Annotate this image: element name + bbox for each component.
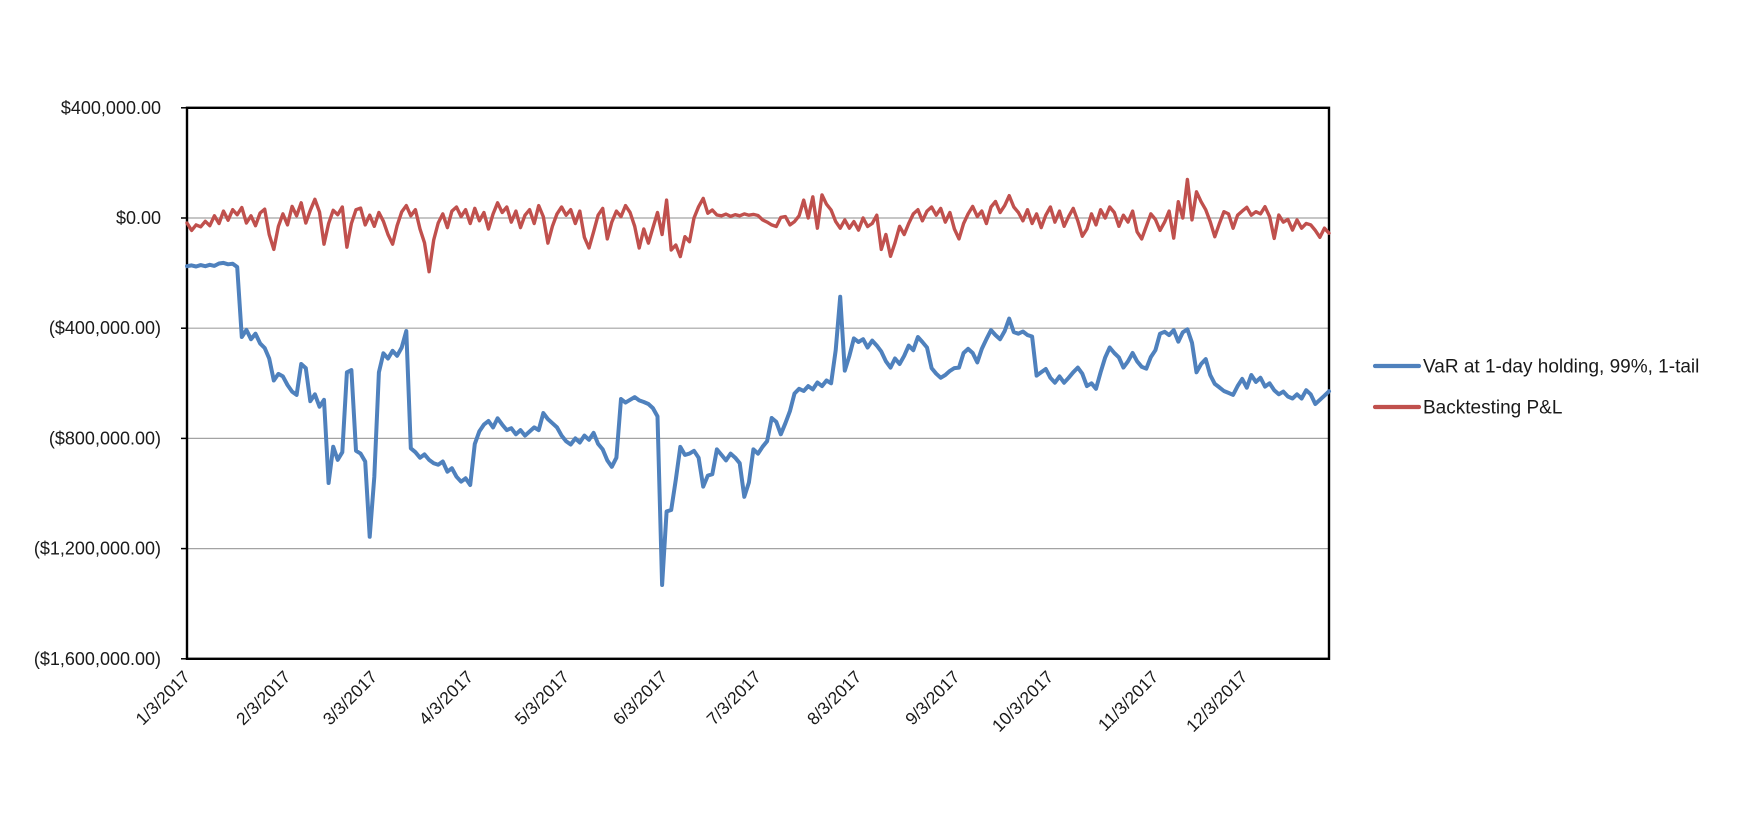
x-axis-label: 10/3/2017 bbox=[988, 667, 1057, 736]
legend-label: Backtesting P&L bbox=[1423, 398, 1562, 419]
x-axis-label: 6/3/2017 bbox=[609, 667, 671, 729]
y-axis-label: $0.00 bbox=[116, 208, 161, 228]
legend-item-var[interactable]: VaR at 1-day holding, 99%, 1-tail bbox=[1372, 357, 1699, 378]
x-axis-label: 12/3/2017 bbox=[1182, 667, 1251, 736]
x-axis-label: 8/3/2017 bbox=[803, 667, 865, 729]
plot-area[interactable] bbox=[185, 106, 1331, 661]
gridlines bbox=[187, 217, 1329, 550]
y-axis-label: ($400,000.00) bbox=[49, 318, 161, 338]
x-axis-label: 1/3/2017 bbox=[132, 667, 194, 729]
x-axis-label: 7/3/2017 bbox=[703, 667, 765, 729]
x-axis-label: 9/3/2017 bbox=[901, 667, 963, 729]
y-axis-label: ($800,000.00) bbox=[49, 428, 161, 448]
legend-label: VaR at 1-day holding, 99%, 1-tail bbox=[1423, 357, 1699, 378]
var-series-line[interactable] bbox=[185, 260, 1331, 587]
legend: VaR at 1-day holding, 99%, 1-tail Backtes… bbox=[1372, 357, 1699, 419]
x-axis: 1/3/2017 2/3/2017 3/3/2017 4/3/2017 5/3/2017… bbox=[132, 667, 1252, 736]
x-axis-label: 4/3/2017 bbox=[415, 667, 477, 729]
y-axis-label: $400,000.00 bbox=[61, 98, 161, 118]
pnl-series-line[interactable] bbox=[185, 177, 1331, 274]
y-axis: $400,000.00 $0.00 ($400,000.00) ($800,000.0… bbox=[34, 98, 187, 669]
y-axis-label: ($1,600,000.00) bbox=[34, 649, 161, 669]
legend-item-pnl[interactable]: Backtesting P&L bbox=[1372, 398, 1562, 419]
x-axis-label: 2/3/2017 bbox=[232, 667, 294, 729]
y-axis-label: ($1,200,000.00) bbox=[34, 539, 161, 559]
x-axis-label: 11/3/2017 bbox=[1094, 667, 1162, 735]
x-axis-label: 5/3/2017 bbox=[511, 667, 573, 729]
x-axis-label: 3/3/2017 bbox=[319, 667, 381, 729]
